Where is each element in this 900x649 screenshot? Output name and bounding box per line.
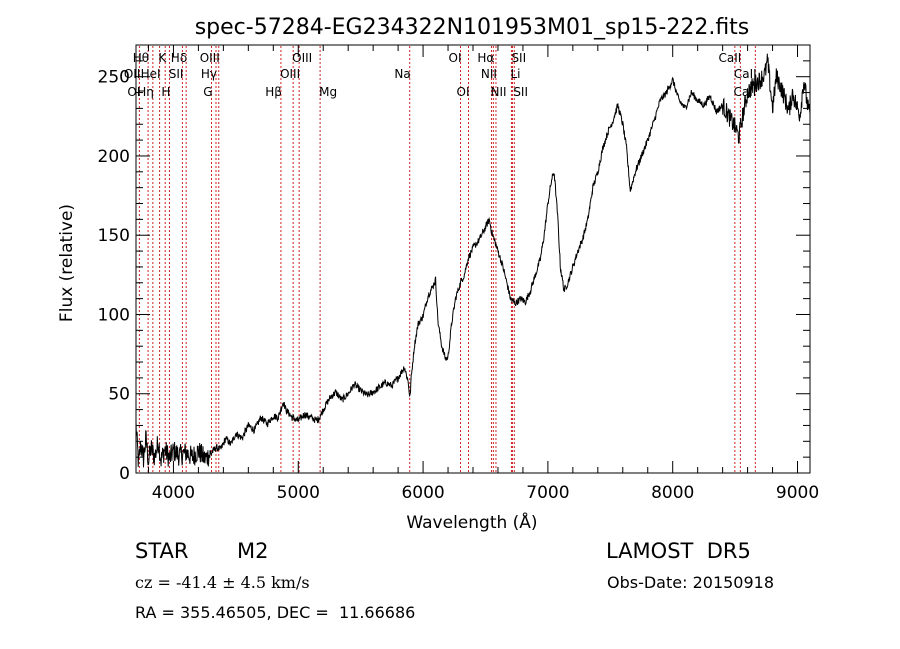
coordinates: RA = 355.46505, DEC = 11.66686 — [135, 603, 416, 622]
spectrum-line — [135, 53, 811, 468]
line-marker-label: OI — [449, 51, 462, 65]
line-marker-label: HeI — [141, 67, 161, 81]
line-marker-label: NII — [481, 67, 497, 81]
x-tick-label: 4000 — [152, 483, 195, 503]
axis-ticks — [136, 45, 810, 474]
x-tick-label: 9000 — [776, 483, 819, 503]
line-marker-label: Hη — [137, 85, 154, 99]
y-tick-label: 0 — [119, 464, 130, 484]
line-marker-label: OI — [127, 85, 140, 99]
chart-title: spec-57284-EG234322N101953M01_sp15-222.f… — [195, 15, 750, 40]
plot-frame — [135, 44, 811, 474]
redshift-readout: cz = -41.4 ± 4.5 km/s — [135, 573, 310, 592]
x-tick-label: 6000 — [401, 483, 444, 503]
line-marker-label: OIII — [280, 67, 300, 81]
y-tick-label: 50 — [108, 385, 130, 405]
x-tick-label: 5000 — [277, 483, 320, 503]
y-axis-label: Flux (relative) — [57, 204, 77, 322]
line-marker-label: Hδ — [171, 51, 187, 65]
line-marker-label: OIII — [292, 51, 312, 65]
line-marker-label: SII — [513, 85, 528, 99]
object-class: STAR — [135, 539, 189, 563]
line-marker-label: Hγ — [201, 67, 217, 81]
line-marker-label: NII — [490, 85, 506, 99]
y-tick-label: 150 — [98, 226, 130, 246]
y-tick-label: 100 — [98, 305, 130, 325]
line-marker-label: SII — [511, 51, 526, 65]
obs-date: Obs-Date: 20150918 — [607, 573, 775, 592]
x-tick-label: 7000 — [526, 483, 569, 503]
y-tick-label: 200 — [98, 147, 130, 167]
x-tick-label: 8000 — [651, 483, 694, 503]
axis-tick-labels: 4000 5000 6000 7000 8000 9000 0 50 100 150 200 250 — [98, 68, 820, 503]
y-tick-label: 250 — [98, 68, 130, 88]
line-marker-label: Hα — [477, 51, 494, 65]
line-marker-label: K — [158, 51, 167, 65]
line-marker-label: SII — [169, 67, 184, 81]
line-marker-label: OI — [457, 85, 470, 99]
line-marker-lines — [138, 46, 756, 472]
line-marker-label: H — [161, 85, 170, 99]
object-subclass: M2 — [237, 539, 269, 563]
line-marker-label: CaII — [734, 67, 757, 81]
line-marker-label: CaII — [719, 51, 742, 65]
line-marker-label: Na — [394, 67, 410, 81]
line-marker-label: Li — [510, 67, 520, 81]
line-marker-label: G — [203, 85, 212, 99]
x-axis-label: Wavelength (Å) — [406, 511, 537, 533]
survey-label: LAMOST DR5 — [606, 539, 751, 563]
line-marker-label: Hβ — [265, 85, 282, 99]
line-marker-label: Hθ — [133, 51, 149, 65]
spectrum-series — [135, 53, 811, 468]
line-marker-label: OIII — [200, 51, 220, 65]
line-marker-label: Mg — [319, 85, 337, 99]
